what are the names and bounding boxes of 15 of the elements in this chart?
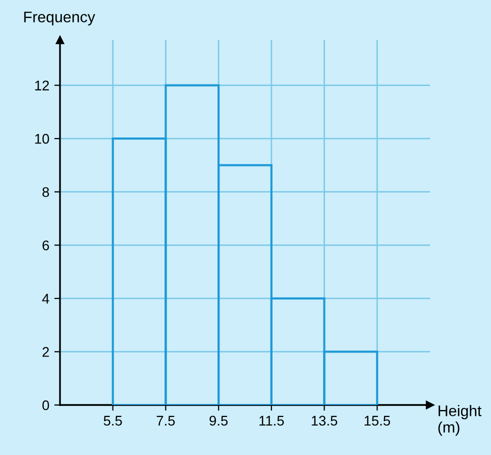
y-tick-label: 0 xyxy=(42,400,50,410)
y-tick-label: 8 xyxy=(42,187,49,198)
y-tick-label: 6 xyxy=(42,240,49,250)
y-tick-label: 12 xyxy=(35,80,49,90)
y-tick-label: 2 xyxy=(42,347,49,357)
x-tick-label: 15.5 xyxy=(364,416,390,426)
x-tick-label: 5.5 xyxy=(104,416,122,426)
x-axis-title: Height (m) xyxy=(438,405,482,436)
y-tick-label: 10 xyxy=(35,134,50,144)
x-tick-label: 11.5 xyxy=(259,416,284,426)
y-axis-title: Frequency xyxy=(24,12,96,26)
y-tick-label: 4 xyxy=(42,294,50,304)
x-tick-label: 7.5 xyxy=(156,416,175,426)
x-tick-label: 13.5 xyxy=(312,416,338,426)
x-tick-label: 9.5 xyxy=(210,416,228,426)
